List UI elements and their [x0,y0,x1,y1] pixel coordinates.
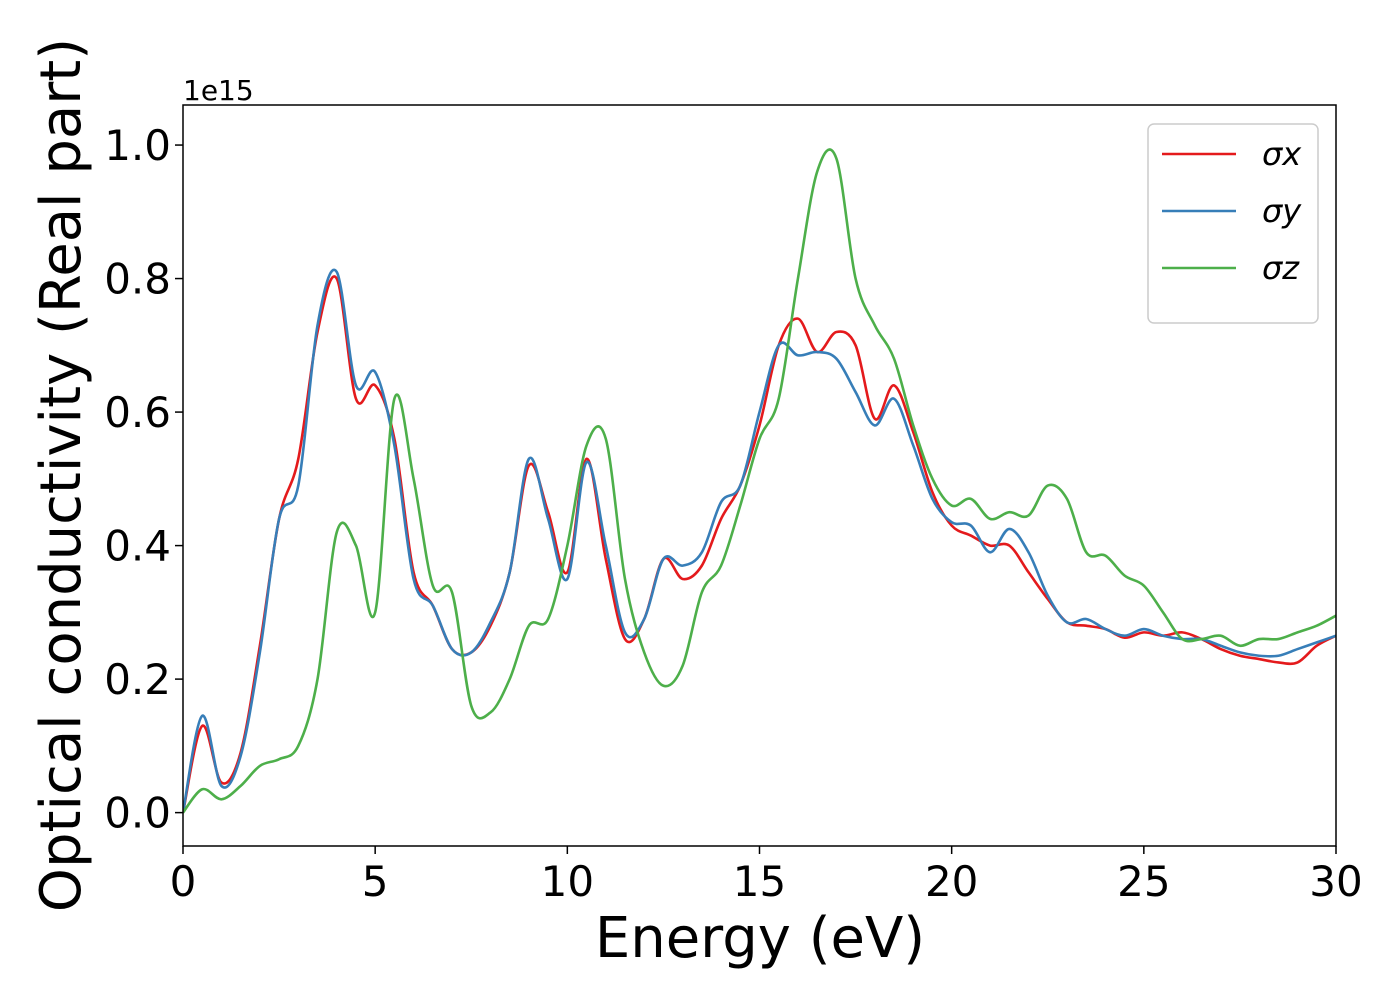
x-tick-label: 30 [1309,857,1362,906]
x-axis-label: Energy (eV) [595,906,925,971]
legend-label: σx [1262,135,1302,173]
y-tick-label: 0.4 [104,522,171,571]
y-offset-label: 1e15 [183,74,254,107]
x-tick-label: 15 [733,857,786,906]
x-tick-label: 5 [362,857,389,906]
line-series [183,148,1336,814]
y-tick-label: 0.2 [104,655,171,704]
y-tick-label: 1.0 [104,121,171,170]
y-tick-label: 0.8 [104,255,171,304]
x-tick-label: 25 [1117,857,1170,906]
y-tick-label: 0.0 [104,789,171,838]
legend-box [1147,123,1319,324]
y-axis-label: Optical conductivity (Real part) [29,38,94,912]
line-series [183,275,1336,813]
x-tick-label: 0 [170,857,197,906]
plot-frame [182,104,1337,847]
legend-label: σz [1262,249,1300,287]
y-tick-label: 0.6 [104,388,171,437]
line-series [183,268,1336,813]
x-tick-label: 10 [541,857,594,906]
legend-label: σy [1262,192,1302,230]
x-tick-label: 20 [925,857,978,906]
